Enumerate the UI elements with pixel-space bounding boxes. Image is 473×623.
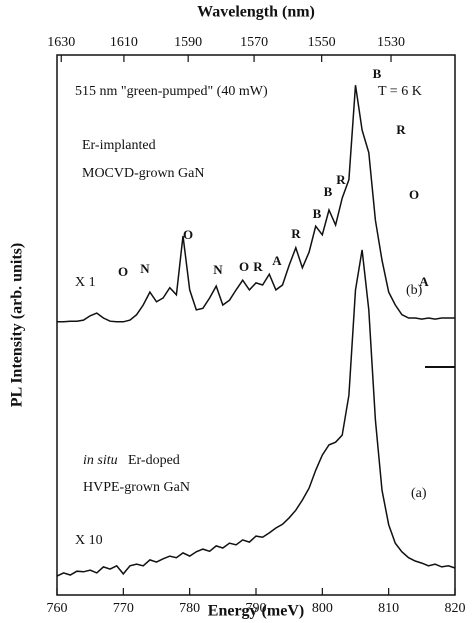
peak-label: R (291, 226, 301, 241)
x-axis-title: Energy (meV) (208, 603, 304, 620)
peak-label: R (336, 172, 346, 187)
peak-label: B (313, 206, 322, 221)
x2-tick-label: 1570 (240, 35, 268, 50)
annotation: Er-implanted (82, 138, 156, 153)
x2-tick-label: 1530 (377, 35, 405, 50)
annotation: (a) (411, 486, 427, 501)
annotation: in situ (83, 453, 118, 468)
peak-label: R (253, 259, 263, 274)
plot-frame (56, 54, 456, 596)
x2-axis-title: Wavelength (nm) (197, 4, 315, 21)
peak-label: A (419, 274, 429, 289)
x2-tick-label: 1590 (174, 35, 202, 50)
annotation: 515 nm "green-pumped" (40 mW) (75, 84, 268, 99)
x2-tick-label: 1550 (308, 35, 336, 50)
peak-label: O (239, 259, 249, 274)
annotation: T = 6 K (378, 84, 422, 99)
peak-label: R (396, 122, 406, 137)
x-tick-label: 770 (113, 601, 134, 616)
x-tick-label: 790 (246, 601, 267, 616)
annotation: X 10 (75, 533, 103, 548)
peak-label: O (118, 264, 128, 279)
spectrum-line (57, 85, 455, 323)
x2-tick-label: 1610 (110, 35, 138, 50)
annotation: HVPE-grown GaN (83, 480, 190, 495)
y-axis-title: PL Intensity (arb. units) (9, 243, 26, 407)
peak-label: N (213, 262, 223, 277)
annotation: Er-doped (128, 453, 180, 468)
x-tick-label: 810 (378, 601, 399, 616)
x-tick-label: 820 (445, 601, 466, 616)
peak-label: O (409, 187, 419, 202)
x-tick-label: 780 (179, 601, 200, 616)
peak-label: N (140, 261, 150, 276)
spectrum-line (56, 249, 456, 577)
annotation: MOCVD-grown GaN (82, 166, 205, 181)
x-tick-label: 800 (312, 601, 333, 616)
peak-label: B (373, 66, 382, 81)
annotation: X 1 (75, 275, 96, 290)
x-tick-label: 760 (47, 601, 68, 616)
peak-label: O (183, 227, 193, 242)
peak-label: B (324, 184, 333, 199)
peak-label: A (272, 253, 282, 268)
x2-tick-label: 1630 (47, 35, 75, 50)
annotation: (b) (406, 283, 423, 298)
